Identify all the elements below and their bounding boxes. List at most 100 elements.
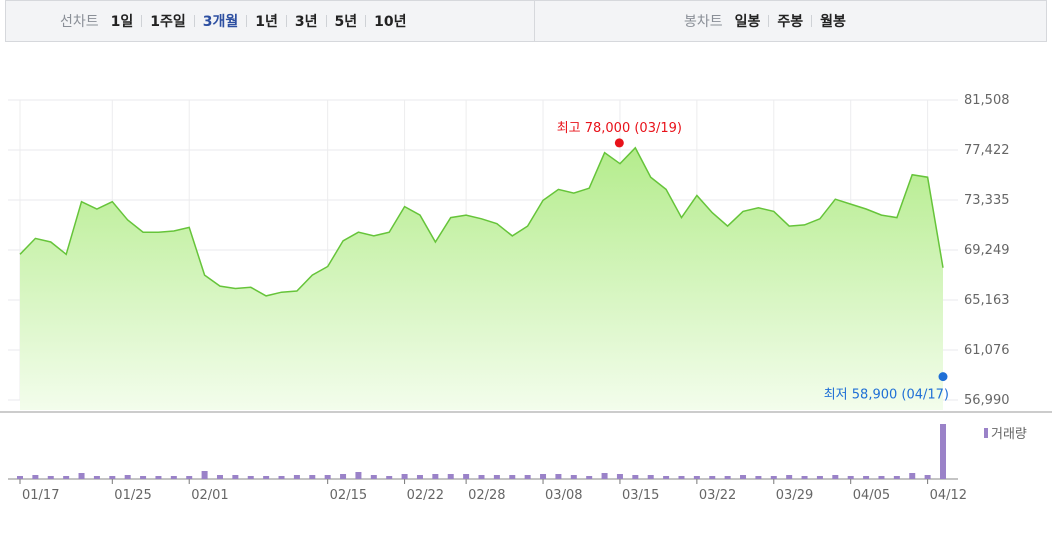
y-tick-label: 81,508 bbox=[964, 93, 1010, 108]
volume-bar bbox=[570, 475, 577, 479]
x-tick-label: 04/05 bbox=[853, 488, 890, 503]
volume-bar bbox=[216, 475, 223, 479]
divider bbox=[285, 15, 287, 27]
period-1d[interactable]: 1일 bbox=[110, 14, 134, 30]
volume-bar bbox=[93, 476, 100, 479]
period-5y[interactable]: 5년 bbox=[334, 14, 358, 30]
divider bbox=[193, 15, 195, 27]
period-3m[interactable]: 3개월 bbox=[202, 14, 239, 30]
x-tick-label: 02/22 bbox=[407, 488, 444, 503]
volume-bar bbox=[293, 475, 300, 479]
volume-bar bbox=[801, 476, 808, 479]
volume-bar bbox=[17, 476, 23, 479]
line-chart-period-group: 선차트 1일 1주일 3개월 1년 3년 5년 10년 bbox=[60, 1, 407, 41]
volume-bar bbox=[724, 476, 731, 479]
volume-bar bbox=[770, 476, 777, 479]
volume-bar bbox=[140, 476, 147, 479]
volume-bar bbox=[847, 476, 854, 479]
y-tick-label: 61,076 bbox=[964, 343, 1010, 358]
volume-legend-swatch bbox=[984, 428, 988, 438]
price-line bbox=[19, 146, 944, 297]
price-area bbox=[20, 147, 943, 411]
volume-bar bbox=[555, 474, 562, 479]
divider bbox=[141, 15, 143, 27]
x-tick-label: 03/29 bbox=[776, 488, 813, 503]
volume-bar bbox=[755, 476, 762, 479]
divider bbox=[811, 15, 813, 27]
low-marker bbox=[938, 372, 948, 382]
period-1y[interactable]: 1년 bbox=[255, 14, 278, 30]
volume-bar bbox=[924, 475, 931, 479]
volume-bar bbox=[663, 476, 670, 479]
volume-bar bbox=[109, 476, 116, 479]
high-label: 최고 78,000 (03/19) bbox=[557, 121, 682, 136]
volume-bar bbox=[170, 476, 177, 479]
x-tick-label: 02/28 bbox=[468, 488, 505, 503]
volume-bar bbox=[63, 476, 70, 479]
x-tick-label: 01/17 bbox=[22, 488, 59, 503]
volume-bar bbox=[893, 476, 900, 479]
divider bbox=[365, 15, 367, 27]
volume-bar bbox=[155, 476, 162, 479]
x-tick-label: 02/15 bbox=[330, 488, 367, 503]
candle-chart-label: 봉차트 bbox=[684, 14, 723, 30]
x-tick-label: 03/08 bbox=[545, 488, 582, 503]
line-chart-label: 선차트 bbox=[60, 14, 99, 30]
volume-bar bbox=[586, 476, 593, 479]
volume-bar bbox=[278, 476, 285, 479]
x-tick-label: 04/12 bbox=[930, 488, 967, 503]
candle-weekly[interactable]: 주봉 bbox=[777, 14, 804, 30]
volume-bar bbox=[540, 474, 547, 479]
volume-bar bbox=[478, 475, 485, 479]
low-label: 최저 58,900 (04/17) bbox=[824, 388, 949, 403]
candle-daily[interactable]: 일봉 bbox=[734, 14, 761, 30]
volume-bar bbox=[309, 475, 316, 479]
period-10y[interactable]: 10년 bbox=[374, 14, 407, 30]
x-tick-label: 03/22 bbox=[699, 488, 736, 503]
period-1w[interactable]: 1주일 bbox=[150, 14, 186, 30]
y-tick-label: 69,249 bbox=[964, 243, 1010, 258]
volume-bar bbox=[32, 475, 39, 479]
y-tick-label: 77,422 bbox=[964, 143, 1010, 158]
x-tick-label: 01/25 bbox=[114, 488, 151, 503]
y-tick-label: 73,335 bbox=[964, 193, 1010, 208]
volume-bar bbox=[816, 476, 823, 479]
x-tick-label: 02/01 bbox=[191, 488, 228, 503]
divider bbox=[768, 15, 770, 27]
volume-bar bbox=[709, 476, 716, 479]
volume-bar bbox=[447, 474, 454, 479]
volume-bar bbox=[416, 475, 423, 479]
volume-bar bbox=[601, 473, 608, 479]
volume-bar bbox=[463, 474, 470, 479]
volume-bar bbox=[940, 424, 946, 479]
volume-bar bbox=[247, 476, 254, 479]
volume-bar bbox=[832, 475, 839, 479]
candle-chart-group: 봉차트 일봉 주봉 월봉 bbox=[684, 1, 846, 41]
volume-bar bbox=[47, 476, 54, 479]
period-3y[interactable]: 3년 bbox=[294, 14, 318, 30]
volume-bar bbox=[678, 476, 685, 479]
volume-bar bbox=[401, 474, 408, 479]
volume-bar bbox=[201, 471, 208, 479]
divider bbox=[325, 15, 327, 27]
volume-bar bbox=[386, 476, 393, 479]
divider bbox=[246, 15, 248, 27]
volume-bar bbox=[524, 475, 531, 479]
high-marker bbox=[614, 138, 624, 148]
volume-bar bbox=[370, 475, 377, 479]
volume-bar bbox=[186, 476, 193, 479]
volume-bar bbox=[878, 476, 885, 479]
volume-bar bbox=[432, 474, 439, 479]
volume-bar bbox=[263, 476, 270, 479]
volume-bar bbox=[78, 473, 85, 479]
candle-monthly[interactable]: 월봉 bbox=[820, 14, 846, 30]
volume-bar bbox=[616, 474, 623, 479]
volume-bar bbox=[324, 475, 331, 479]
volume-bar bbox=[693, 476, 700, 479]
y-tick-label: 56,990 bbox=[964, 393, 1010, 408]
x-tick-label: 03/15 bbox=[622, 488, 659, 503]
volume-bar bbox=[232, 475, 239, 479]
volume-bar bbox=[786, 475, 793, 479]
volume-bar bbox=[355, 472, 362, 479]
